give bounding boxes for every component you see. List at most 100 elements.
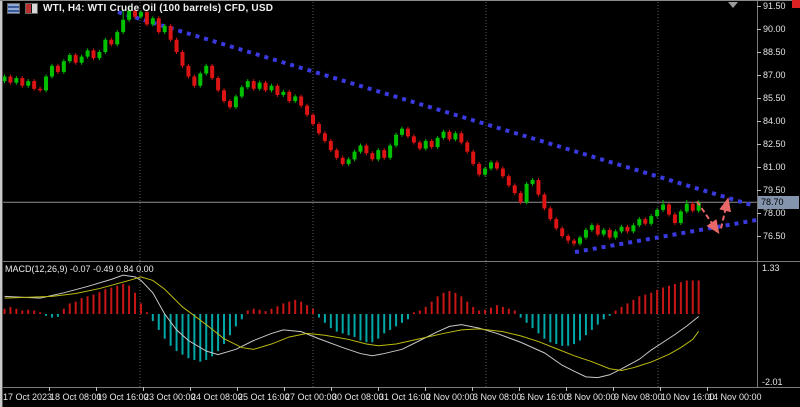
histogram-bar [365, 314, 368, 343]
histogram-bar [590, 314, 593, 330]
histogram-bar [460, 296, 463, 314]
histogram-bar [448, 291, 451, 314]
candle [494, 162, 499, 169]
candle [548, 208, 553, 220]
candle [459, 133, 464, 143]
panel-divider[interactable] [0, 261, 800, 262]
price-axis-label: 90.00 [763, 24, 786, 34]
candle [91, 50, 96, 59]
price-axis-label: 85.50 [763, 93, 786, 103]
candle [696, 202, 701, 211]
candle [512, 185, 517, 194]
candle [293, 96, 298, 102]
time-axis-label: 31 Oct 16:00 [379, 392, 431, 402]
candle [358, 145, 363, 152]
histogram-bar [80, 298, 83, 314]
candle [245, 81, 250, 88]
time-axis-tick [519, 387, 520, 391]
price-axis-label: 91.50 [763, 1, 786, 11]
time-axis-label: 24 Oct 08:00 [191, 392, 243, 402]
candle [32, 81, 37, 89]
macd-indicator-canvas[interactable] [0, 263, 757, 387]
histogram-bar [116, 285, 119, 314]
candle [210, 65, 215, 79]
candle [453, 133, 458, 140]
candle [678, 211, 683, 223]
histogram-bar [424, 306, 427, 314]
price-axis-tick [757, 121, 761, 122]
candle [666, 204, 671, 215]
candle [121, 19, 126, 33]
histogram-bar [288, 301, 291, 314]
histogram-bar [561, 314, 564, 346]
histogram-bar [596, 314, 599, 325]
candle [251, 81, 256, 89]
histogram-bar [608, 314, 611, 316]
histogram-bar [270, 308, 273, 314]
histogram-bar [620, 306, 623, 314]
histogram-bar [252, 308, 255, 314]
histogram-bar [513, 310, 516, 314]
price-axis-border [757, 0, 758, 387]
candle [566, 235, 571, 241]
candle [601, 229, 606, 235]
candle [649, 216, 654, 224]
time-axis-tick [143, 387, 144, 391]
histogram-bar [335, 314, 338, 332]
time-axis-tick [613, 387, 614, 391]
candle [138, 12, 143, 17]
candle [589, 225, 594, 230]
candle [500, 168, 505, 177]
histogram-bar [484, 309, 487, 314]
histogram-bar [122, 283, 125, 314]
candle [530, 180, 535, 184]
histogram-bar [495, 305, 498, 314]
candle [352, 151, 357, 160]
time-axis-label: 23 Oct 00:00 [144, 392, 196, 402]
candle [672, 214, 677, 223]
histogram-bar [490, 307, 493, 314]
descending-trendline [117, 10, 756, 209]
histogram-bar [472, 306, 475, 314]
histogram-bar [377, 314, 380, 339]
price-axis-label: 82.50 [763, 139, 786, 149]
chart-shift-marker-icon[interactable] [728, 2, 738, 8]
histogram-bar [323, 314, 326, 323]
macd-main-line [4, 274, 699, 379]
histogram-bar [62, 308, 65, 314]
histogram-bar [45, 314, 48, 316]
candle [85, 50, 90, 57]
histogram-bar [442, 292, 445, 314]
candle [156, 18, 161, 33]
histogram-bar [86, 296, 89, 314]
histogram-bar [145, 312, 148, 314]
price-axis-tick [757, 190, 761, 191]
candle [239, 87, 244, 97]
histogram-bar [389, 314, 392, 330]
current-price-box: 78.70 [758, 196, 799, 209]
candle [364, 145, 369, 154]
time-axis-tick [425, 387, 426, 391]
candle [2, 76, 7, 82]
price-axis-tick [757, 213, 761, 214]
histogram-bar [466, 301, 469, 314]
candle [506, 176, 511, 186]
histogram-bar [662, 287, 665, 314]
price-chart-canvas[interactable] [0, 0, 757, 262]
histogram-bar [223, 314, 226, 345]
candle [524, 183, 529, 203]
histogram-bar [341, 314, 344, 334]
candle [405, 128, 410, 137]
candle [168, 25, 173, 40]
candle [334, 150, 339, 158]
histogram-bar [128, 285, 131, 314]
histogram-bar [436, 296, 439, 314]
histogram-bar [199, 314, 202, 362]
time-axis-label: 9 Nov 08:00 [614, 392, 663, 402]
candle [542, 194, 547, 209]
candles [2, 6, 701, 246]
histogram-bar [567, 314, 570, 346]
macd-scale-top: 1.33 [762, 263, 780, 273]
time-axis-label: 17 Oct 2023 [3, 392, 53, 402]
candle [150, 18, 155, 25]
